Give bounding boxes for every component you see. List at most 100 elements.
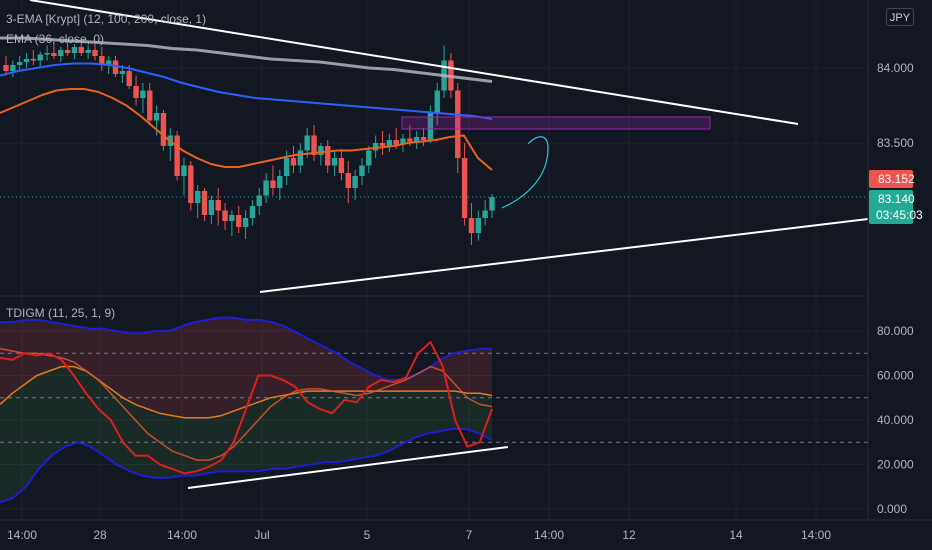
candle-body (188, 165, 194, 203)
countdown-timer: 03:45:03 (876, 208, 923, 222)
candle-body (201, 191, 208, 215)
candle-body (78, 47, 84, 53)
price-tag-green-box (869, 190, 913, 224)
candle-body (51, 53, 57, 56)
indicator-trendline (187, 446, 509, 489)
candle-body (427, 113, 434, 140)
candle-body (140, 90, 146, 98)
candle-body (393, 140, 399, 145)
ema-legend[interactable]: EMA (36, close, 0) (6, 32, 105, 46)
candle-body (372, 143, 379, 151)
x-tick-label: Jul (254, 528, 269, 542)
candle-body (160, 113, 167, 146)
candle-body (311, 135, 317, 155)
indicator-tick-label: 40.000 (877, 413, 914, 427)
x-tick-label: 7 (466, 528, 473, 542)
candle-body (256, 195, 262, 206)
candle-body (461, 158, 468, 218)
indicator-legend[interactable]: TDIGM (11, 25, 1, 9) (6, 306, 116, 320)
candle-body (270, 180, 276, 188)
price-tag-red: 83.152 (878, 172, 915, 186)
candle-body (242, 218, 249, 227)
price-tag-red-box (869, 170, 913, 188)
x-tick-label: 5 (364, 528, 371, 542)
ema-fast-line (0, 88, 493, 171)
candle-body (297, 150, 304, 166)
candle-body (352, 176, 358, 188)
candle-body (379, 143, 386, 146)
candle-body (85, 50, 91, 53)
signal-line (0, 348, 493, 461)
ema3-legend[interactable]: 3-EMA [Krypt] (12, 100, 200, close, 1) (6, 12, 207, 26)
price-tags: 83.152 83.140 03:45:03 (869, 170, 923, 224)
candle-body (318, 146, 324, 155)
candle-body (194, 191, 201, 203)
annotation-arrow (501, 136, 549, 209)
upper-trendline (29, 0, 799, 125)
candle-body (236, 215, 242, 227)
candle-body (58, 50, 64, 56)
candle-body (37, 54, 43, 61)
candle-body (105, 60, 112, 65)
candle-body (64, 50, 71, 53)
candle-body (3, 65, 9, 71)
candle-body (126, 71, 132, 86)
candle-body (16, 62, 23, 65)
candle-body (147, 90, 153, 121)
candle-body (359, 165, 365, 176)
grid-lines (0, 0, 868, 520)
candle-body (366, 150, 372, 166)
candle-body (229, 215, 235, 221)
candle-body (153, 113, 160, 121)
currency-button[interactable]: JPY (886, 8, 914, 26)
indicator-tick-label: 80.000 (877, 324, 914, 338)
x-tick-label: 28 (93, 528, 107, 542)
candle-body (44, 53, 50, 55)
resistance-zone (401, 116, 711, 130)
candle-body (338, 158, 345, 173)
x-tick-label: 14:00 (534, 528, 564, 542)
price-tick-label: 83.500 (877, 136, 914, 150)
ema-mid-line (0, 62, 493, 120)
candle-body (386, 140, 393, 146)
candle-body (407, 138, 413, 142)
candle-body (455, 90, 461, 158)
candle-body (420, 137, 427, 140)
ema-slow-line (0, 36, 493, 83)
candle-body (119, 71, 126, 74)
candle-body (331, 158, 338, 166)
indicator-tick-label: 0.000 (877, 502, 907, 516)
candle-body (208, 200, 215, 215)
lower-band-line (0, 427, 493, 504)
lower-trendline (259, 218, 869, 293)
candle-body (345, 173, 351, 188)
price-tag-green: 83.140 (878, 192, 915, 206)
candle-body (489, 197, 495, 211)
indicator-tick-label: 20.000 (877, 458, 914, 472)
candle-body (174, 135, 180, 176)
candle-body (277, 176, 283, 188)
candle-body (468, 218, 475, 233)
upper-band-fill (0, 317, 492, 418)
candle-body (482, 210, 488, 218)
candle-body (10, 65, 16, 71)
x-tick-label: 14:00 (7, 528, 37, 542)
indicator-tick-label: 60.000 (877, 369, 914, 383)
candle-body (71, 47, 78, 53)
candle-body (325, 146, 331, 166)
candle-body (304, 135, 310, 151)
candle-body (475, 218, 482, 233)
indicator-pane[interactable] (0, 316, 868, 504)
candle-body (112, 60, 119, 74)
rsi-line (0, 341, 493, 475)
candle-body (99, 56, 105, 65)
candle-body (30, 59, 37, 61)
price-tick-label: 84.000 (877, 61, 914, 75)
candle-body (414, 137, 420, 142)
price-pane[interactable] (0, 0, 869, 293)
candle-body (434, 90, 440, 113)
candle-body (133, 86, 139, 98)
